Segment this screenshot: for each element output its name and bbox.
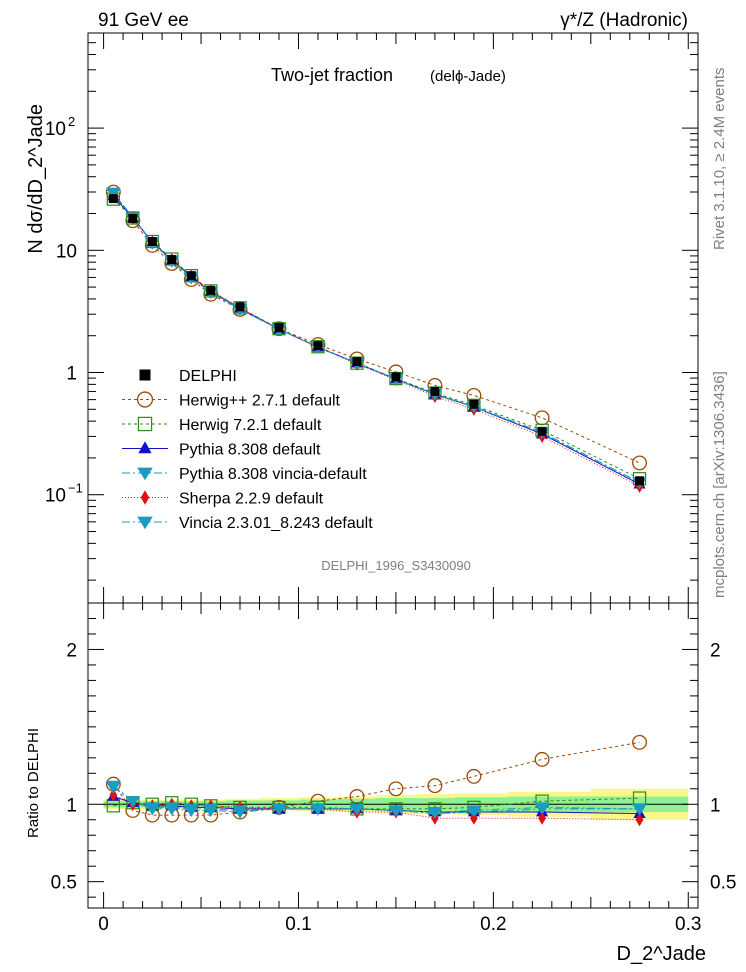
data-point bbox=[186, 271, 196, 281]
analysis-watermark: DELPHI_1996_S3430090 bbox=[321, 558, 471, 573]
series-5-ratio-point bbox=[538, 811, 546, 825]
legend-marker bbox=[138, 441, 152, 454]
series-1-ratio-point bbox=[534, 751, 550, 767]
series-6-ratio-point bbox=[184, 803, 199, 816]
x-tick-label: 0.3 bbox=[675, 914, 701, 935]
series-5-line bbox=[112, 195, 640, 487]
x-tick-label: 0.1 bbox=[285, 914, 311, 935]
source-label: mcplots.cern.ch [arXiv:1306.3436] bbox=[711, 371, 728, 598]
legend-marker bbox=[139, 369, 151, 381]
series-1-point bbox=[632, 455, 648, 471]
series-5-ratio-point bbox=[109, 788, 118, 802]
legend-label: Pythia 8.308 default bbox=[179, 442, 321, 459]
y-tick-label: 10 bbox=[45, 486, 66, 507]
series-6-ratio-point bbox=[232, 805, 248, 818]
x-tick-label: 0.2 bbox=[480, 914, 506, 935]
legend-marker bbox=[136, 391, 154, 408]
rivet-version-label: Rivet 3.1.10, ≥ 2.4M events bbox=[711, 68, 728, 251]
series-6-ratio-point bbox=[125, 796, 140, 808]
ratio-y-axis-label: Ratio to DELPHI bbox=[25, 728, 42, 838]
ratio-y-tick-label: 0.5 bbox=[51, 873, 77, 894]
legend-label: Vincia 2.3.01_8.243 default bbox=[179, 515, 373, 532]
data-point bbox=[108, 194, 118, 204]
series-1-ratio-point bbox=[427, 778, 443, 794]
header-left-label: 91 GeV ee bbox=[98, 10, 189, 31]
ratio-panel: 0 0.1 0.2 0.3 0.5 0.5 1 1 2 2 Ratio to DELPHI D_2… bbox=[25, 602, 736, 965]
legend-label: DELPHI bbox=[179, 368, 237, 385]
data-point bbox=[635, 476, 645, 486]
y-tick-label: 10 bbox=[56, 241, 77, 262]
chart-title: Two-jet fraction bbox=[271, 65, 393, 85]
ratio-y-tick-label-right: 0.5 bbox=[710, 873, 736, 894]
series-5-ratio-point bbox=[635, 813, 644, 827]
header-right-label: γ*/Z (Hadronic) bbox=[560, 10, 688, 31]
legend-marker bbox=[140, 490, 150, 505]
legend-marker bbox=[137, 416, 153, 432]
ratio-y-tick-label-right: 1 bbox=[710, 795, 721, 816]
ratio-frame bbox=[87, 602, 699, 909]
data-point bbox=[537, 426, 547, 436]
data-point bbox=[430, 386, 440, 396]
data-point bbox=[235, 302, 245, 312]
chart-subtitle: (delϕ-Jade) bbox=[430, 68, 506, 85]
y-tick-label: 1 bbox=[66, 364, 77, 385]
series-2-ratio-line bbox=[113, 797, 640, 810]
y-axis-label: N dσ/dD_2^Jade bbox=[25, 104, 47, 254]
x-tick-label: 0 bbox=[98, 914, 109, 935]
y-tick-label-exponent: −1 bbox=[68, 481, 83, 496]
series-5-ratio-point bbox=[470, 811, 478, 825]
series-6-ratio-point bbox=[203, 803, 218, 816]
data-point bbox=[469, 399, 479, 409]
data-point bbox=[167, 255, 177, 265]
legend-label: Herwig++ 2.7.1 default bbox=[179, 393, 341, 410]
legend-label: Pythia 8.308 vincia-default bbox=[179, 466, 367, 483]
legend: DELPHI Herwig++ 2.7.1 default Herwig 7.2.1… bbox=[122, 368, 373, 532]
ratio-y-tick-label-right: 2 bbox=[710, 640, 721, 661]
data-point bbox=[147, 237, 157, 247]
y-tick-label-exponent: 2 bbox=[68, 114, 75, 129]
data-point bbox=[206, 285, 216, 295]
series-6-ratio-point bbox=[164, 802, 179, 814]
x-axis-label: D_2^Jade bbox=[617, 943, 706, 965]
series-6-ratio-point bbox=[145, 802, 160, 814]
legend-marker bbox=[137, 516, 153, 530]
data-point bbox=[128, 214, 138, 224]
series-6-ratio-point bbox=[388, 805, 404, 818]
series-6-ratio-point bbox=[310, 803, 326, 816]
series-6-line bbox=[112, 192, 640, 483]
series-1-ratio-point bbox=[632, 734, 648, 750]
series-6-ratio-point bbox=[632, 803, 647, 816]
series-1-ratio-point bbox=[388, 781, 404, 797]
data-point bbox=[391, 372, 401, 382]
series-6-ratio-point bbox=[271, 803, 287, 816]
series-6-ratio-point bbox=[427, 807, 443, 819]
y-tick-label: 10 bbox=[45, 119, 66, 140]
series-6-ratio-point bbox=[349, 803, 365, 816]
ratio-y-tick-label: 2 bbox=[66, 640, 77, 661]
legend-label: Herwig 7.2.1 default bbox=[179, 417, 322, 434]
legend-label: Sherpa 2.2.9 default bbox=[179, 491, 324, 508]
series-6-ratio-point bbox=[106, 782, 121, 794]
ratio-y-tick-label: 1 bbox=[66, 795, 77, 816]
data-point bbox=[313, 341, 323, 351]
series-1-ratio-point bbox=[466, 768, 482, 784]
series-6-point bbox=[106, 188, 121, 200]
series-6-ratio-point bbox=[534, 802, 550, 814]
data-point bbox=[352, 357, 362, 367]
data-point bbox=[274, 323, 284, 333]
series-6-ratio-point bbox=[466, 805, 482, 818]
legend-marker bbox=[137, 467, 153, 481]
